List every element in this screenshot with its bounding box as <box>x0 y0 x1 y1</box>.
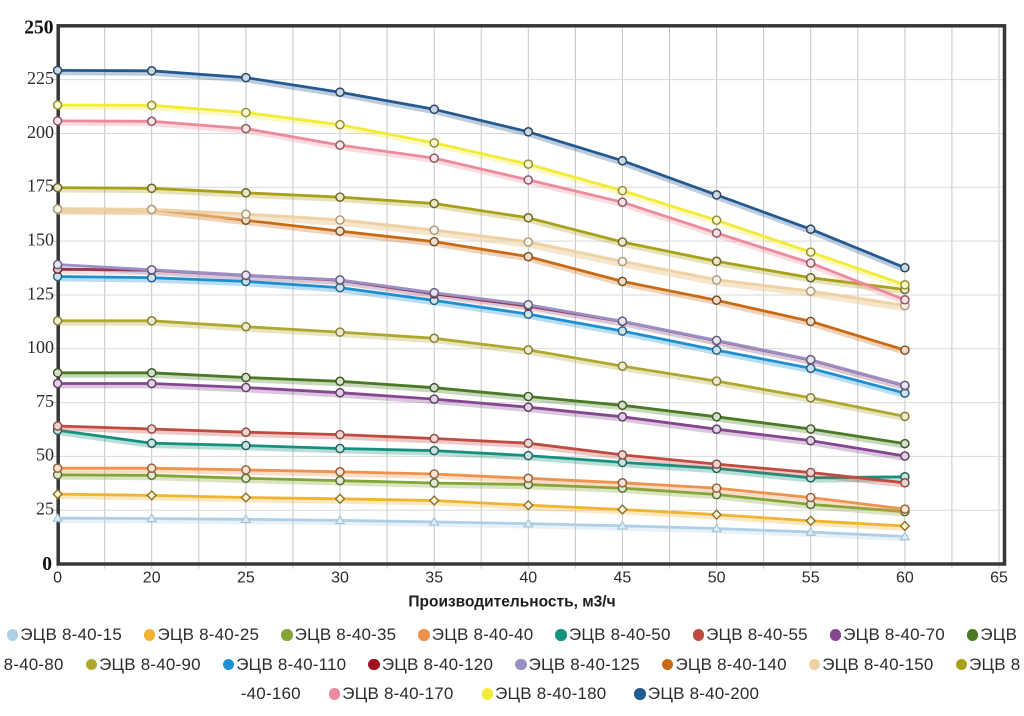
svg-text:125: 125 <box>27 283 54 303</box>
svg-text:50: 50 <box>708 570 726 587</box>
svg-text:75: 75 <box>36 391 54 411</box>
svg-text:225: 225 <box>27 68 54 88</box>
svg-text:20: 20 <box>143 570 161 587</box>
svg-text:55: 55 <box>802 570 820 587</box>
svg-text:25: 25 <box>237 570 255 587</box>
svg-text:0: 0 <box>53 570 62 587</box>
svg-text:60: 60 <box>896 570 914 587</box>
svg-text:40: 40 <box>519 570 537 587</box>
svg-text:200: 200 <box>27 122 54 142</box>
svg-text:50: 50 <box>36 445 54 465</box>
svg-text:0: 0 <box>42 554 52 575</box>
svg-text:30: 30 <box>331 570 349 587</box>
svg-text:25: 25 <box>36 499 54 519</box>
svg-text:35: 35 <box>425 570 443 587</box>
svg-text:Производительность, м3/ч: Производительность, м3/ч <box>408 594 615 611</box>
svg-text:45: 45 <box>614 570 632 587</box>
svg-text:100: 100 <box>27 337 54 357</box>
svg-text:150: 150 <box>27 229 54 249</box>
svg-text:250: 250 <box>24 18 53 39</box>
svg-text:65: 65 <box>990 570 1008 587</box>
svg-text:175: 175 <box>27 176 54 196</box>
